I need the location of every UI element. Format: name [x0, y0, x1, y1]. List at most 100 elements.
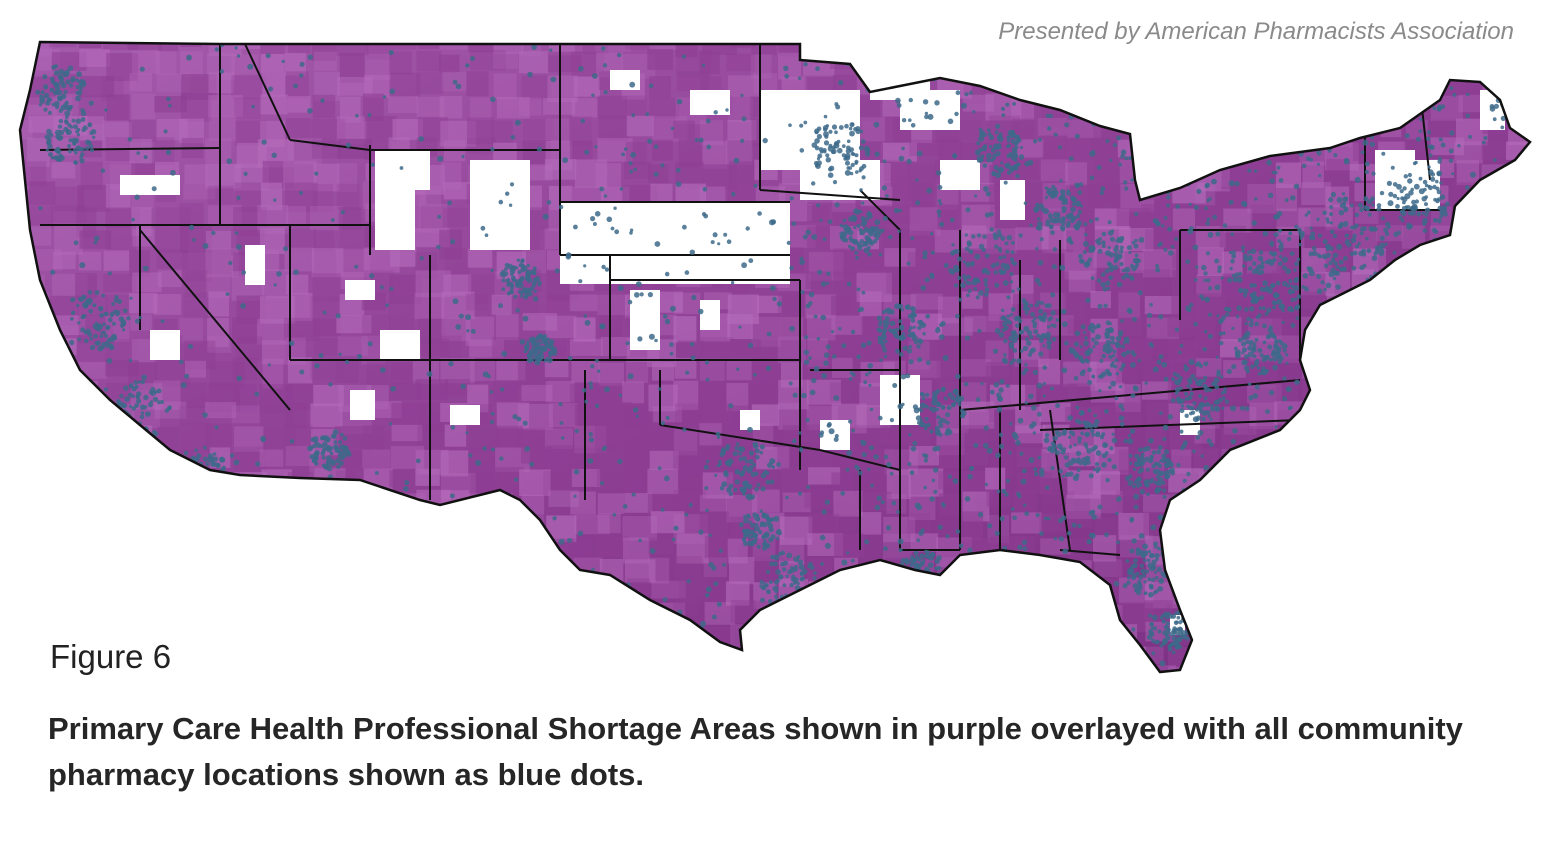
county-tile [571, 51, 604, 77]
pharmacy-dot [1438, 582, 1444, 588]
pharmacy-dot [473, 599, 477, 604]
pharmacy-dot [1219, 159, 1225, 166]
pharmacy-dot [1352, 250, 1358, 256]
pharmacy-dot [502, 502, 507, 507]
pharmacy-dot [1024, 661, 1029, 667]
pharmacy-dot [490, 411, 495, 416]
pharmacy-dot [1073, 52, 1079, 59]
pharmacy-dot [510, 135, 516, 140]
pharmacy-dot [888, 234, 893, 240]
pharmacy-dot [856, 354, 861, 360]
pharmacy-dot [989, 389, 995, 395]
pharmacy-dot [1289, 609, 1293, 613]
county-tile [676, 626, 698, 646]
county-tile [1197, 42, 1231, 47]
pharmacy-dot [1473, 391, 1478, 396]
pharmacy-dot [67, 149, 72, 154]
county-tile [53, 513, 74, 538]
pharmacy-dot [995, 452, 1001, 459]
pharmacy-dot [965, 261, 971, 268]
pharmacy-dot [1518, 383, 1522, 387]
county-tile [495, 314, 519, 341]
pharmacy-dot [1245, 463, 1250, 468]
county-tile [1324, 603, 1359, 631]
county-tile [312, 533, 339, 558]
pharmacy-dot [1459, 224, 1465, 230]
county-tile [24, 316, 58, 342]
pharmacy-dot [1338, 122, 1343, 128]
county-tile [26, 560, 54, 578]
pharmacy-dot [1015, 634, 1020, 639]
pharmacy-dot [1500, 655, 1506, 660]
pharmacy-dot [1521, 92, 1526, 96]
pharmacy-dot [1358, 487, 1363, 492]
pharmacy-dot [88, 308, 93, 314]
pharmacy-dot [1274, 669, 1278, 672]
pharmacy-dot [831, 666, 837, 672]
pharmacy-dot [1518, 519, 1524, 525]
pharmacy-dot [321, 463, 326, 468]
pharmacy-dot [1032, 560, 1038, 567]
pharmacy-dot [1169, 99, 1173, 103]
county-tile [1168, 72, 1203, 91]
county-tile [129, 138, 152, 164]
pharmacy-dot [1230, 438, 1237, 445]
pharmacy-dot [635, 414, 640, 418]
county-tile [414, 626, 451, 646]
pharmacy-dot [967, 547, 973, 553]
pharmacy-dot [1080, 623, 1084, 628]
pharmacy-dot [1364, 114, 1371, 121]
pharmacy-dot [1289, 619, 1295, 624]
pharmacy-dot [984, 482, 988, 487]
pharmacy-dot [617, 52, 622, 58]
county-tile [20, 446, 21, 473]
county-tile [1535, 404, 1544, 430]
pharmacy-dot [499, 271, 504, 277]
pharmacy-dot [479, 607, 485, 614]
pharmacy-dot [1178, 580, 1183, 585]
county-tile [911, 182, 933, 208]
county-tile [674, 556, 702, 578]
county-tile [1402, 423, 1426, 449]
county-tile [1406, 448, 1439, 470]
pharmacy-dot [1474, 286, 1478, 290]
pharmacy-dot [1308, 639, 1313, 644]
pharmacy-dot [690, 355, 696, 361]
pharmacy-dot [606, 216, 613, 223]
county-tile [1536, 561, 1544, 579]
pharmacy-dot [1077, 619, 1084, 626]
pharmacy-dot [901, 118, 907, 123]
pharmacy-dot [1438, 303, 1444, 309]
county-tile [1507, 252, 1530, 274]
county-tile [1247, 579, 1275, 604]
pharmacy-dot [1115, 511, 1119, 516]
pharmacy-dot [1144, 159, 1150, 165]
county-tile [440, 580, 465, 609]
pharmacy-dot [113, 336, 118, 340]
county-tile [1484, 252, 1514, 279]
pharmacy-dot [588, 381, 593, 386]
county-tile [284, 52, 306, 76]
pharmacy-dot [803, 62, 808, 67]
pharmacy-dot [1181, 588, 1187, 594]
county-tile [183, 182, 216, 200]
county-tile [54, 225, 83, 256]
county-tile [544, 626, 567, 656]
county-tile [1300, 600, 1326, 624]
pharmacy-dot [1189, 226, 1194, 231]
pharmacy-dot [134, 403, 140, 408]
pharmacy-dot [1021, 370, 1026, 376]
county-tile [830, 601, 864, 626]
pharmacy-dot [577, 530, 584, 537]
pharmacy-dot [80, 327, 86, 333]
pharmacy-dot [106, 337, 112, 343]
pharmacy-dot [1040, 577, 1046, 584]
pharmacy-dot [1147, 323, 1151, 328]
county-tile [1167, 116, 1201, 134]
pharmacy-dot [851, 428, 855, 433]
county-tile [102, 514, 130, 545]
pharmacy-dot [380, 367, 386, 373]
pharmacy-dot [1195, 602, 1199, 607]
pharmacy-dot [31, 585, 36, 590]
pharmacy-dot [465, 63, 470, 68]
